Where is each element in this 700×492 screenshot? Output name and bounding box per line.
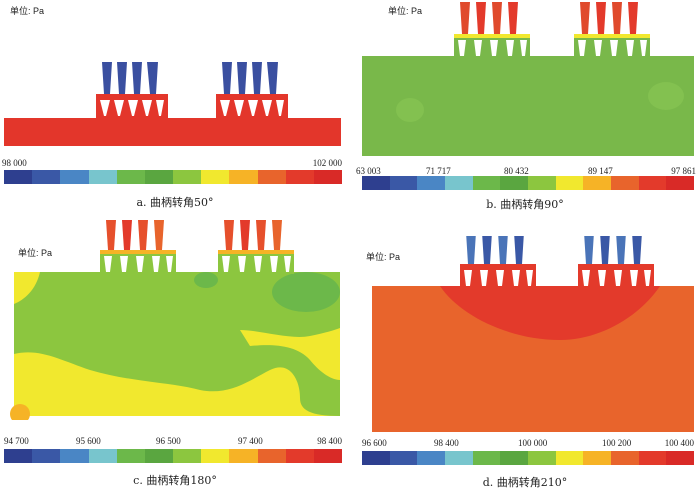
colorbar-segment (472, 176, 501, 190)
colorbar-segment (88, 449, 117, 463)
tick-label: 100 000 (518, 438, 548, 448)
colorbar-segment (611, 176, 639, 190)
colorbar-segment (611, 451, 639, 465)
unit-label: 单位: Pa (366, 252, 401, 262)
colorbar-segment (144, 449, 174, 463)
pressure-contour-b (362, 2, 694, 156)
colorbar-segment (285, 449, 314, 463)
tick-label: 71 717 (426, 166, 451, 176)
colorbar-segment (173, 170, 202, 184)
nozzle-group-left (100, 220, 176, 274)
colorbar-segment (555, 176, 584, 190)
pressure-contour-c (10, 220, 340, 420)
unit-label: 单位: Pa (10, 6, 45, 16)
colorbar-segment (285, 170, 314, 184)
colorbar-segment (362, 451, 390, 465)
colorbar (362, 451, 695, 465)
colorbar-segment (417, 176, 446, 190)
colorbar-segment (201, 170, 230, 184)
colorbar-ticks: 94 700 95 600 96 500 97 400 98 400 (4, 436, 342, 448)
tick-label: 98 000 (2, 158, 27, 168)
tick-label: 97 400 (238, 436, 263, 446)
colorbar-segment (257, 170, 286, 184)
colorbar-segment (60, 170, 89, 184)
colorbar-segment (472, 451, 501, 465)
tick-label: 80 432 (504, 166, 529, 176)
colorbar-segment (555, 451, 584, 465)
colorbar (362, 176, 695, 190)
colorbar-segment (313, 449, 343, 463)
pressure-contour-a (4, 62, 341, 146)
colorbar-ticks: 98 000 102 000 (2, 158, 342, 170)
tick-label: 100 200 (602, 438, 632, 448)
panel-caption: c. 曲柄转角180° (133, 474, 217, 487)
tick-label: 95 600 (76, 436, 101, 446)
colorbar-segment (417, 451, 446, 465)
panel-a: 单位: Pa (0, 0, 350, 246)
colorbar-segment (116, 170, 145, 184)
colorbar-segment (389, 176, 418, 190)
tick-label: 97 861 (671, 166, 696, 176)
tick-label: 98 400 (317, 436, 342, 446)
colorbar-segment (144, 170, 174, 184)
nozzle-group-left (460, 236, 536, 288)
colorbar-segment (445, 451, 473, 465)
colorbar-segment (201, 449, 230, 463)
colorbar-segment (638, 176, 667, 190)
colorbar-segment (229, 170, 258, 184)
colorbar-segment (638, 451, 667, 465)
colorbar-segment (4, 170, 33, 184)
tick-label: 94 700 (4, 436, 29, 446)
colorbar-segment (313, 170, 343, 184)
panel-b: 单位: Pa (350, 0, 700, 246)
colorbar-ticks: 96 600 98 400 100 000 100 200 100 400 (362, 438, 694, 450)
colorbar-segment (583, 176, 612, 190)
tick-label: 100 400 (664, 438, 694, 448)
tick-label: 96 500 (156, 436, 181, 446)
nozzle-group-left (454, 2, 530, 58)
colorbar-segment (116, 449, 145, 463)
colorbar (4, 449, 343, 463)
panel-d: 单位: Pa (350, 236, 700, 492)
colorbar-segment (362, 176, 390, 190)
colorbar-segment (88, 170, 117, 184)
colorbar-segment (32, 449, 61, 463)
colorbar-segment (445, 176, 473, 190)
tick-label: 89 147 (588, 166, 613, 176)
nozzle-group-right (218, 220, 294, 274)
panel-caption: d. 曲柄转角210° (482, 476, 568, 489)
nozzle-group-right (574, 2, 650, 58)
colorbar-segment (666, 451, 695, 465)
tick-label: 63 003 (356, 166, 381, 176)
colorbar-segment (389, 451, 418, 465)
colorbar-segment (583, 451, 612, 465)
colorbar-segment (500, 176, 529, 190)
colorbar-segment (60, 449, 89, 463)
colorbar-segment (528, 451, 556, 465)
panel-caption: b. 曲柄转角90° (486, 198, 564, 211)
tick-label: 98 400 (434, 438, 459, 448)
colorbar-segment (173, 449, 202, 463)
colorbar-segment (229, 449, 258, 463)
colorbar-segment (257, 449, 286, 463)
tick-label: 96 600 (362, 438, 387, 448)
colorbar-segment (666, 176, 695, 190)
colorbar-segment (32, 170, 61, 184)
panel-c: 单位: Pa (0, 220, 350, 492)
pressure-contour-d (372, 236, 694, 432)
nozzle-group-left (96, 62, 168, 118)
unit-label: 单位: Pa (388, 6, 423, 16)
panel-caption: a. 曲柄转角50° (136, 196, 214, 209)
colorbar (4, 170, 343, 184)
tick-label: 102 000 (312, 158, 342, 168)
colorbar-segment (4, 449, 33, 463)
unit-label: 单位: Pa (18, 248, 53, 258)
colorbar-segment (528, 176, 556, 190)
nozzle-group-right (216, 62, 288, 118)
nozzle-group-right (578, 236, 654, 288)
colorbar-ticks: 63 003 71 717 80 432 89 147 97 861 (356, 166, 696, 178)
colorbar-segment (500, 451, 529, 465)
